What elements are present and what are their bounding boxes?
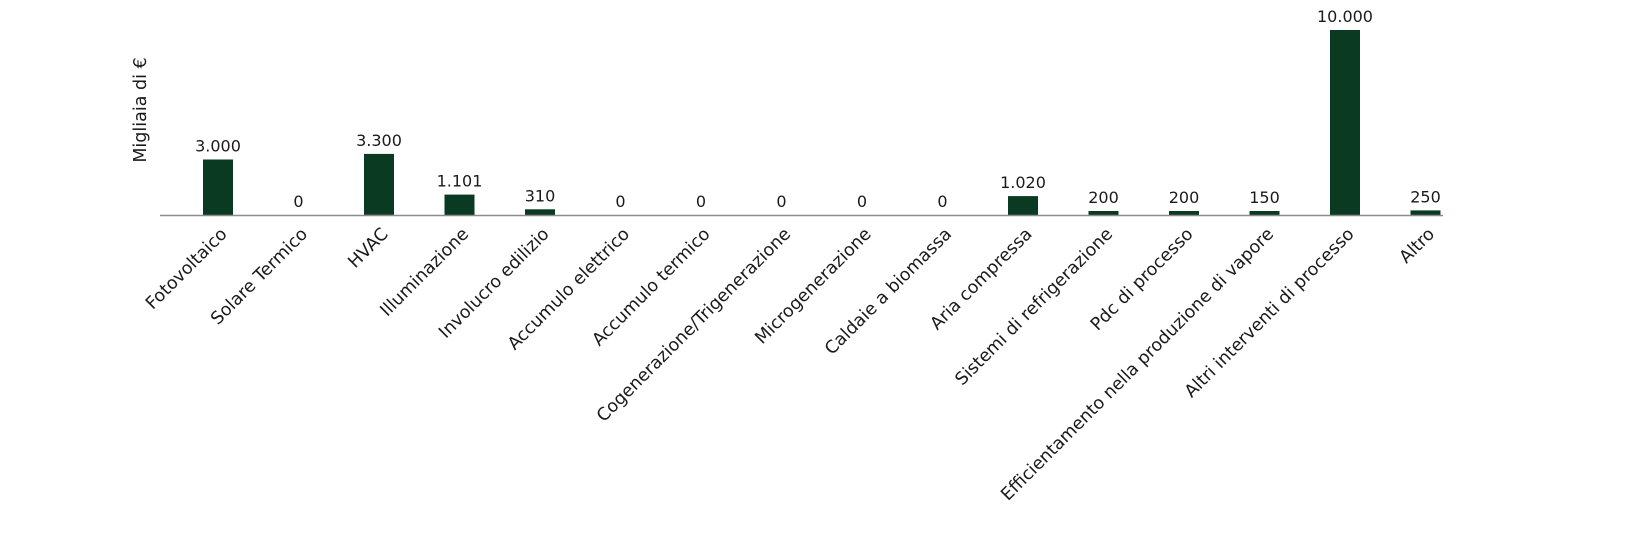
data-label: 10.000: [1317, 7, 1373, 26]
data-label: 1.020: [1000, 173, 1046, 192]
data-label: 1.101: [437, 172, 483, 191]
x-tick-label: Altro: [1396, 224, 1439, 267]
data-label: 200: [1169, 188, 1200, 207]
bar: [1088, 211, 1119, 215]
data-label: 250: [1410, 187, 1441, 206]
y-axis-title: Migliaia di €: [131, 57, 151, 162]
data-label: 3.000: [195, 137, 241, 156]
data-label: 0: [696, 192, 706, 211]
bar: [1169, 211, 1199, 215]
data-label: 3.300: [356, 131, 402, 150]
data-label: 0: [293, 192, 303, 211]
bar: [1008, 196, 1038, 215]
x-tick-label: Fotovoltaico: [142, 224, 231, 313]
data-label: 0: [776, 192, 786, 211]
bar: [1410, 210, 1441, 215]
bar: [444, 194, 475, 215]
data-label: 310: [525, 186, 556, 205]
bar: [1330, 30, 1360, 215]
bar: [203, 159, 233, 215]
x-tick-label: Altri interventi di processo: [1181, 224, 1359, 402]
x-tick-label: HVAC: [345, 224, 393, 272]
bar: [1249, 211, 1280, 215]
data-label: 0: [857, 192, 867, 211]
bar: [364, 153, 394, 215]
bar: [525, 209, 555, 215]
bars-group: [203, 30, 1441, 215]
x-tick-label: Sistemi di refrigerazione: [952, 224, 1117, 389]
data-label: 150: [1249, 188, 1280, 207]
data-label: 0: [615, 192, 625, 211]
x-tick-label: Efficientamento nella produzione di vapo…: [997, 224, 1278, 505]
data-label: 0: [937, 192, 947, 211]
data-label: 200: [1088, 188, 1119, 207]
data-labels-group: 3.000 0 3.300 1.101 310 0 0 0 0 0 1.020 200 200 150 10…: [195, 7, 1441, 211]
